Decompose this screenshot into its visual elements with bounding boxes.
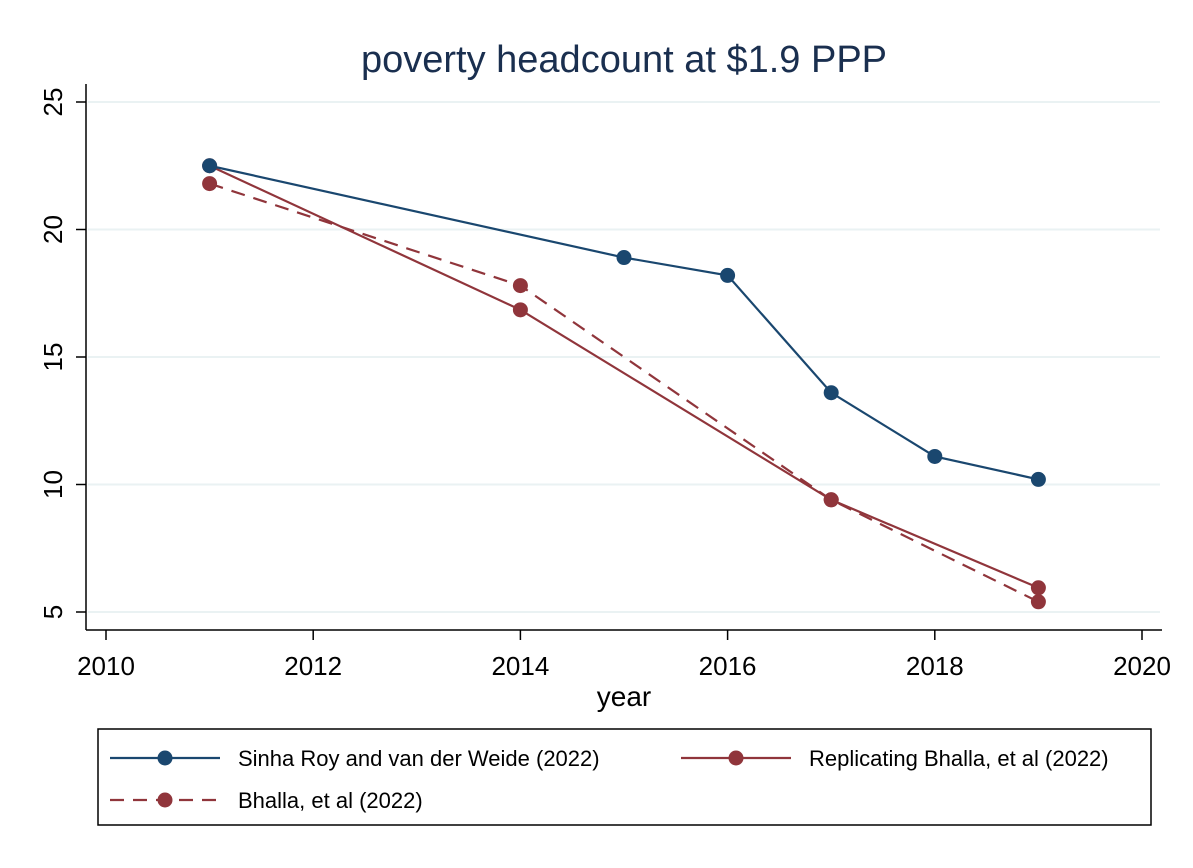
legend-marker — [157, 792, 173, 808]
series-3 — [202, 176, 1046, 610]
legend-marker — [728, 750, 744, 766]
y-tick-label: 25 — [38, 88, 68, 117]
data-point — [512, 278, 528, 294]
data-point — [616, 250, 632, 266]
x-tick-label: 2018 — [906, 651, 964, 681]
legend-marker — [157, 750, 173, 766]
legend-label: Sinha Roy and van der Weide (2022) — [238, 746, 600, 771]
x-tick-label: 2012 — [284, 651, 342, 681]
legend-item-3: Bhalla, et al (2022) — [110, 788, 423, 813]
data-point — [1030, 594, 1046, 610]
series-line — [209, 182, 1039, 603]
data-point — [1030, 471, 1046, 487]
y-tick-label: 10 — [38, 470, 68, 499]
y-tick-label: 5 — [38, 605, 68, 619]
data-point — [512, 302, 528, 318]
data-point — [1030, 580, 1046, 596]
legend-box — [97, 728, 1152, 826]
series-1 — [202, 158, 1046, 487]
gridlines — [88, 101, 1160, 613]
x-tick-label: 2016 — [699, 651, 757, 681]
series-layer — [202, 158, 1046, 610]
legend-item-1: Sinha Roy and van der Weide (2022) — [110, 746, 600, 771]
x-tick-label: 2014 — [491, 651, 549, 681]
series-line — [209, 164, 1039, 589]
y-axis-ticks: 5 10 15 20 25 — [38, 88, 86, 619]
y-tick-label: 20 — [38, 215, 68, 244]
series-line — [209, 164, 1039, 481]
data-point — [927, 448, 943, 464]
data-point — [823, 385, 839, 401]
data-point — [720, 267, 736, 283]
data-point — [823, 492, 839, 508]
y-tick-label: 15 — [38, 343, 68, 372]
legend: Sinha Roy and van der Weide (2022) Replic… — [97, 728, 1152, 826]
x-tick-label: 2020 — [1113, 651, 1171, 681]
x-tick-label: 2010 — [77, 651, 135, 681]
legend-label: Replicating Bhalla, et al (2022) — [809, 746, 1109, 771]
data-point — [202, 176, 218, 192]
chart-title: poverty headcount at $1.9 PPP — [361, 39, 887, 81]
x-axis-title: year — [597, 681, 651, 712]
legend-label: Bhalla, et al (2022) — [238, 788, 423, 813]
data-point — [202, 158, 218, 174]
legend-item-2: Replicating Bhalla, et al (2022) — [681, 746, 1109, 771]
x-axis-ticks: 2010 2012 2014 2016 2018 2020 — [77, 630, 1171, 681]
